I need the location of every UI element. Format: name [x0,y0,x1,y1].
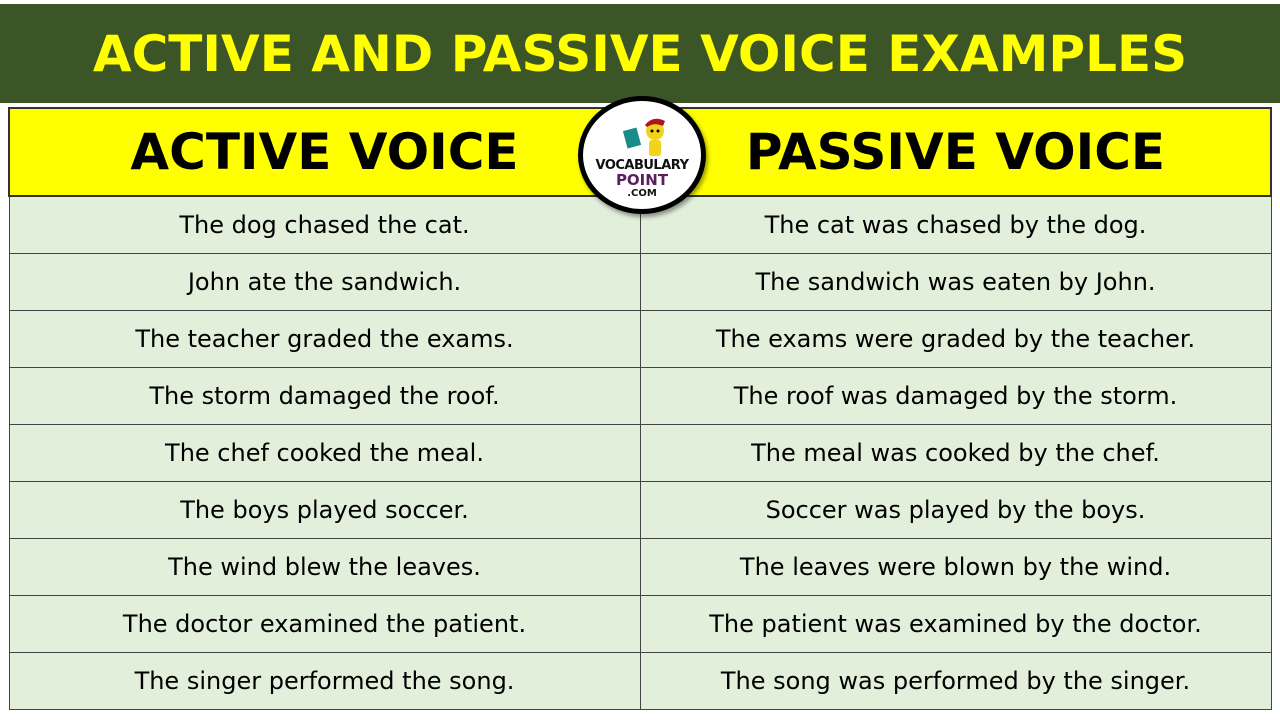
header-row: ACTIVE VOICE PASSIVE VOICE [8,107,1272,197]
passive-voice-cell: Soccer was played by the boys. [639,481,1272,539]
passive-voice-cell: The roof was damaged by the storm. [639,367,1272,425]
active-voice-cell: John ate the sandwich. [8,253,641,311]
passive-voice-cell: The song was performed by the singer. [639,652,1272,710]
logo-text-point: POINT [615,171,669,189]
table-row: The teacher graded the exams. The exams w… [8,310,1272,368]
header-passive-voice: PASSIVE VOICE [639,107,1272,197]
voice-examples-table: ACTIVE VOICE PASSIVE VOICE The dog chase… [8,107,1272,710]
passive-voice-cell: The leaves were blown by the wind. [639,538,1272,596]
passive-voice-cell: The exams were graded by the teacher. [639,310,1272,368]
table-row: The boys played soccer. Soccer was played… [8,481,1272,539]
active-voice-cell: The dog chased the cat. [8,195,641,254]
table-row: The wind blew the leaves. The leaves were… [8,538,1272,596]
active-voice-cell: The storm damaged the roof. [8,367,641,425]
active-voice-cell: The singer performed the song. [8,652,641,710]
header-active-voice: ACTIVE VOICE [8,107,641,197]
active-voice-cell: The boys played soccer. [8,481,641,539]
title-banner: ACTIVE AND PASSIVE VOICE EXAMPLES [0,4,1280,103]
table-row: The storm damaged the roof. The roof was … [8,367,1272,425]
passive-voice-cell: The patient was examined by the doctor. [639,595,1272,653]
passive-voice-cell: The meal was cooked by the chef. [639,424,1272,482]
passive-voice-cell: The sandwich was eaten by John. [639,253,1272,311]
table-row: The singer performed the song. The song w… [8,652,1272,710]
active-voice-cell: The wind blew the leaves. [8,538,641,596]
logo-text-vocabulary: VOCABULARY [595,158,689,173]
active-voice-cell: The teacher graded the exams. [8,310,641,368]
table-row: The doctor examined the patient. The pati… [8,595,1272,653]
page-title: ACTIVE AND PASSIVE VOICE EXAMPLES [92,24,1188,83]
table-row: John ate the sandwich. The sandwich was e… [8,253,1272,311]
table-row: The chef cooked the meal. The meal was co… [8,424,1272,482]
logo-text-com: .COM [627,188,657,199]
passive-voice-cell: The cat was chased by the dog. [639,195,1272,254]
active-voice-cell: The chef cooked the meal. [8,424,641,482]
vocabulary-point-logo: VOCABULARY POINT .COM [578,96,706,214]
mascot-book-icon [623,118,665,156]
active-voice-cell: The doctor examined the patient. [8,595,641,653]
